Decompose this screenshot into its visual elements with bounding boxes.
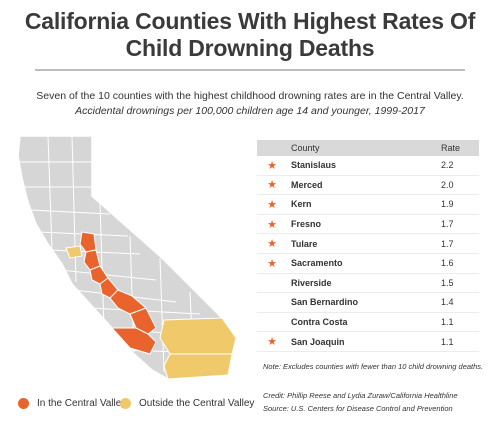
county-contra-costa	[65, 245, 83, 259]
header-county: County	[287, 140, 441, 156]
county-rate: 1.6	[441, 253, 479, 274]
county-name: San Bernardino	[287, 292, 441, 313]
table-row: ★ Kern 1.9	[257, 194, 479, 215]
star-icon: ★	[257, 233, 287, 254]
title-line-1: California Counties With Highest Rates O…	[24, 8, 476, 34]
california-outline	[17, 135, 237, 380]
county-name: Contra Costa	[287, 312, 441, 333]
county-rate-table: County Rate ★ Stanislaus 2.2 ★ Merced 2.0 ★ Ker…	[257, 140, 479, 352]
subtitle-line-2: Accidental drownings per 100,000 childre…	[75, 105, 425, 117]
table-row: Riverside 1.5	[257, 273, 479, 294]
star-icon: ★	[257, 253, 287, 274]
star-icon: ★	[257, 214, 287, 235]
header-star-cell	[257, 140, 287, 156]
outside-central-valley-counties	[65, 245, 237, 380]
table-row: ★ San Joaquin 1.1	[257, 331, 479, 352]
county-name: Fresno	[287, 214, 441, 235]
table-row: Contra Costa 1.1	[257, 312, 479, 333]
star-icon: ★	[257, 175, 287, 196]
county-rate: 1.9	[441, 194, 479, 215]
empty-star-cell	[257, 273, 287, 294]
legend-label-outside: Outside the Central Valley	[139, 398, 255, 409]
county-name: Tulare	[287, 233, 441, 254]
county-rate: 2.2	[441, 156, 479, 176]
legend-dot-outside	[120, 398, 131, 409]
title-line-2: Child Drowning Deaths	[125, 35, 375, 61]
county-rate: 1.4	[441, 292, 479, 313]
table-row: San Bernardino 1.4	[257, 292, 479, 313]
legend-central-valley: In the Central Valley	[18, 398, 126, 409]
table-row: ★ Stanislaus 2.2	[257, 156, 479, 176]
county-name: Stanislaus	[287, 156, 441, 176]
county-name: San Joaquin	[287, 331, 441, 352]
chart-title: California Counties With Highest Rates O…	[0, 8, 500, 62]
county-name: Kern	[287, 194, 441, 215]
chart-subtitle: Seven of the 10 counties with the highes…	[0, 89, 500, 119]
star-icon: ★	[257, 156, 287, 176]
empty-star-cell	[257, 312, 287, 333]
note: Note: Excludes counties with fewer than …	[263, 362, 484, 371]
county-rate: 2.0	[441, 175, 479, 196]
california-county-map	[17, 135, 237, 380]
county-rate: 1.7	[441, 233, 479, 254]
title-divider	[35, 69, 465, 71]
star-icon: ★	[257, 194, 287, 215]
county-rate: 1.7	[441, 214, 479, 235]
county-rate: 1.1	[441, 331, 479, 352]
county-tulare	[129, 307, 157, 335]
table-row: ★ Merced 2.0	[257, 175, 479, 196]
county-rate: 1.1	[441, 312, 479, 333]
table-header-row: County Rate	[257, 140, 479, 156]
county-name: Riverside	[287, 273, 441, 294]
star-icon: ★	[257, 331, 287, 352]
legend-dot-central	[18, 398, 29, 409]
legend-label-central: In the Central Valley	[37, 398, 127, 409]
credit-line: Credit: Phillip Reese and Lydia Zuraw/Ca…	[263, 391, 458, 400]
source-line: Source: U.S. Centers for Disease Control…	[263, 404, 453, 413]
table-row: ★ Sacramento 1.6	[257, 253, 479, 274]
county-rate: 1.5	[441, 273, 479, 294]
legend-outside-central-valley: Outside the Central Valley	[120, 398, 254, 409]
county-riverside	[163, 353, 233, 380]
county-name: Merced	[287, 175, 441, 196]
subtitle-line-1: Seven of the 10 counties with the highes…	[36, 90, 464, 102]
central-valley-counties	[79, 231, 157, 355]
table-row: ★ Tulare 1.7	[257, 233, 479, 254]
county-san-bernardino	[159, 317, 237, 355]
table-row: ★ Fresno 1.7	[257, 214, 479, 235]
empty-star-cell	[257, 292, 287, 313]
county-kern	[110, 327, 157, 355]
credit: Credit: Phillip Reese and Lydia Zuraw/Ca…	[263, 389, 458, 415]
county-name: Sacramento	[287, 253, 441, 274]
header-rate: Rate	[441, 140, 479, 156]
